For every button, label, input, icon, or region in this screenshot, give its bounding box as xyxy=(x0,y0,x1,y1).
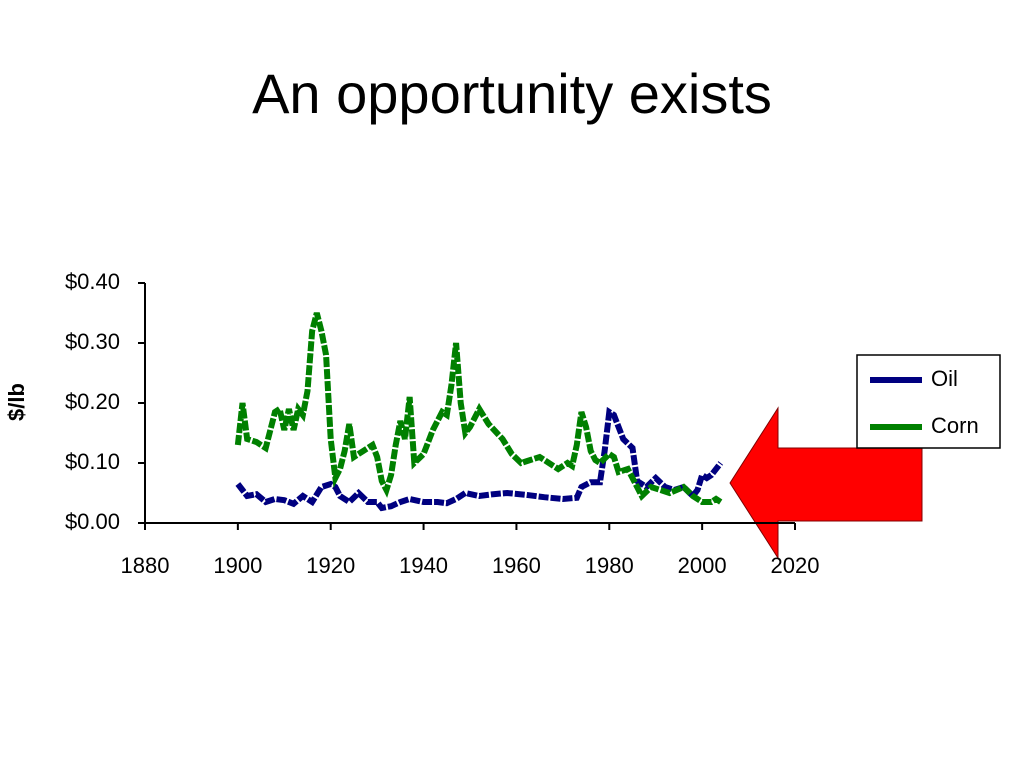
arrow xyxy=(729,406,923,560)
x-tick-label: 1880 xyxy=(121,553,170,578)
x-tick-label: 1960 xyxy=(492,553,541,578)
line-series xyxy=(234,312,723,505)
legend-label: Oil xyxy=(931,366,958,391)
x-tick-label: 1980 xyxy=(585,553,634,578)
y-tick-label: $0.00 xyxy=(65,509,120,534)
x-tick-label: 2020 xyxy=(771,553,820,578)
y-tick-label: $0.30 xyxy=(65,329,120,354)
y-tick-label: $0.10 xyxy=(65,449,120,474)
x-tick-label: 2000 xyxy=(678,553,727,578)
y-tick-label: $0.40 xyxy=(65,269,120,294)
x-tick-label: 1900 xyxy=(213,553,262,578)
legend-box xyxy=(856,354,1001,449)
x-tick-label: 1920 xyxy=(306,553,355,578)
y-tick-label: $0.20 xyxy=(65,389,120,414)
y-axis-label: $/lb xyxy=(4,383,29,421)
legend-label: Corn xyxy=(931,413,979,438)
slide-title: An opportunity exists xyxy=(252,62,772,125)
line-series xyxy=(235,406,724,512)
x-tick-label: 1940 xyxy=(399,553,448,578)
